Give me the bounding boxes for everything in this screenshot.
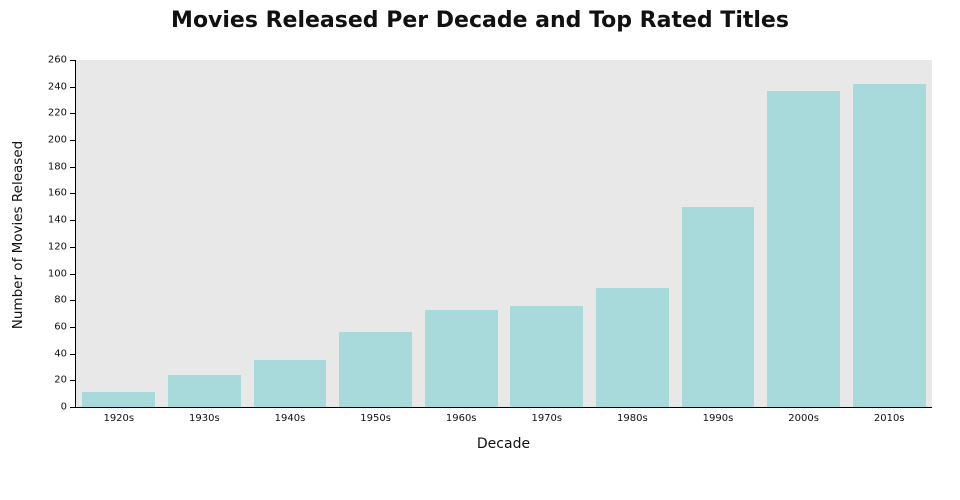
y-tick-label: 80 — [54, 294, 67, 306]
x-tick-label: 1950s — [360, 413, 391, 424]
y-tick-mark — [70, 193, 75, 195]
y-tick-mark — [70, 166, 75, 168]
y-tick-mark — [70, 113, 75, 115]
bar-1990s — [681, 206, 755, 407]
y-tick-mark — [70, 246, 75, 248]
x-tick-label: 2000s — [788, 413, 819, 424]
bar-2000s — [767, 90, 840, 407]
x-tick-label: 1920s — [103, 413, 135, 424]
x-tick-label: 1980s — [617, 413, 648, 424]
x-tick-label: 1990s — [702, 413, 734, 424]
bar-1970s — [510, 305, 584, 407]
x-tick-label: 2010s — [873, 413, 905, 424]
x-tick-label: 1970s — [531, 413, 563, 424]
y-tick-mark — [70, 326, 75, 328]
chart-title: Movies Released Per Decade and Top Rated… — [171, 8, 789, 33]
y-tick-label: 100 — [47, 268, 67, 280]
y-tick-mark — [70, 300, 75, 302]
y-tick-mark — [70, 407, 75, 408]
y-tick-label: 40 — [54, 348, 67, 360]
y-tick-label: 240 — [47, 81, 67, 93]
y-tick-label: 120 — [47, 241, 67, 253]
y-tick-label: 180 — [47, 161, 67, 173]
y-tick-label: 200 — [47, 134, 67, 146]
y-tick-mark — [70, 140, 75, 142]
bar-1920s — [82, 392, 156, 407]
y-tick-mark — [70, 220, 75, 222]
x-axis-title: Decade — [476, 436, 531, 452]
bar-1930s — [168, 374, 241, 407]
bar-1960s — [424, 309, 498, 407]
y-tick-mark — [70, 86, 75, 88]
y-tick-label: 60 — [54, 321, 67, 333]
bar-1980s — [596, 288, 669, 407]
y-tick-label: 140 — [47, 214, 67, 226]
y-tick-label: 0 — [60, 401, 67, 413]
y-tick-label: 260 — [47, 54, 67, 66]
y-axis-title: Number of Movies Released — [10, 140, 26, 330]
y-tick-label: 20 — [54, 374, 67, 386]
x-tick-label: 1940s — [274, 413, 306, 424]
y-tick-mark — [70, 273, 75, 275]
y-tick-label: 160 — [47, 187, 67, 199]
y-tick-mark — [70, 380, 75, 382]
plot-area — [75, 60, 932, 408]
bar-1950s — [339, 332, 412, 407]
bar-1940s — [253, 360, 327, 407]
x-tick-label: 1930s — [189, 413, 220, 424]
bar-2010s — [852, 84, 926, 407]
x-tick-label: 1960s — [445, 413, 477, 424]
y-tick-label: 220 — [47, 107, 67, 119]
y-tick-mark — [70, 60, 75, 61]
y-tick-mark — [70, 353, 75, 355]
